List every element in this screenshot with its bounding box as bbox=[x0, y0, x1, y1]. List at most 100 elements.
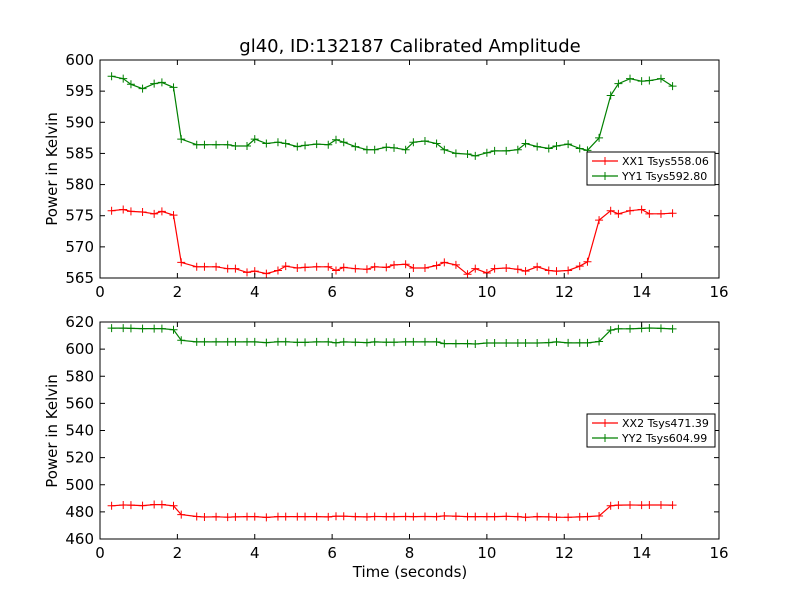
bottom-legend-marker-1 bbox=[601, 419, 609, 427]
bottom-series-2-point bbox=[502, 339, 511, 348]
top-series-2-point bbox=[668, 82, 677, 91]
bottom-series-1-point bbox=[177, 510, 186, 519]
top-series-2-point bbox=[243, 141, 252, 150]
top-series-2-point bbox=[273, 138, 282, 147]
top-series-2-point bbox=[212, 140, 221, 149]
top-series-1-point bbox=[301, 263, 310, 272]
top-series-2-point bbox=[637, 77, 646, 86]
bottom-series-1-point bbox=[440, 511, 449, 520]
bottom-series-2-point bbox=[451, 339, 460, 348]
top-xtick-label: 14 bbox=[632, 283, 651, 301]
top-series-2-point bbox=[362, 145, 371, 154]
top-ytick-label: 565 bbox=[65, 269, 94, 287]
top-xtick-label: 8 bbox=[405, 283, 415, 301]
top-series-2-point bbox=[432, 139, 441, 148]
bottom-series-1-point bbox=[502, 512, 511, 521]
top-series-1-point bbox=[575, 262, 584, 271]
bottom-series-2-point bbox=[513, 339, 522, 348]
bottom-ytick-label: 500 bbox=[65, 476, 94, 494]
top-series-1-point bbox=[177, 258, 186, 267]
bottom-series-2-point bbox=[362, 338, 371, 347]
bottom-series-1-point bbox=[119, 500, 128, 509]
top-xtick-label: 10 bbox=[477, 283, 496, 301]
top-series-1-point bbox=[150, 209, 159, 218]
top-xtick-label: 4 bbox=[250, 283, 260, 301]
top-series-2-point bbox=[119, 74, 128, 83]
bottom-series-2-point bbox=[463, 339, 472, 348]
top-legend: XX1 Tsys558.06 YY1 Tsys592.80 bbox=[586, 151, 716, 186]
top-series-2-point bbox=[157, 78, 166, 87]
bottom-series-2-point bbox=[382, 338, 391, 347]
bottom-series-1-point bbox=[637, 501, 646, 510]
bottom-series-1-point bbox=[169, 501, 178, 510]
top-series-1-point bbox=[107, 206, 116, 215]
top-series-1-point bbox=[614, 209, 623, 218]
bottom-series-2-point bbox=[312, 337, 321, 346]
top-series-1-point bbox=[390, 260, 399, 269]
top-series-2-point bbox=[533, 142, 542, 151]
bottom-series-2-point bbox=[471, 339, 480, 348]
bottom-series-2-point bbox=[281, 337, 290, 346]
bottom-series-2-point bbox=[614, 324, 623, 333]
top-series-1-point bbox=[544, 266, 553, 275]
top-series-1-point bbox=[169, 211, 178, 220]
bottom-series-1-point bbox=[250, 512, 259, 521]
bottom-legend-box bbox=[586, 413, 716, 448]
top-series-1-point bbox=[521, 267, 530, 276]
top-series-2-point bbox=[656, 74, 665, 83]
bottom-series-1-point bbox=[200, 513, 209, 522]
bottom-xlabel: Time (seconds) bbox=[352, 563, 468, 581]
top-series-1-point bbox=[668, 209, 677, 218]
top-series-2-point bbox=[552, 141, 561, 150]
bottom-series-1-point bbox=[243, 512, 252, 521]
top-xtick-label: 6 bbox=[327, 283, 337, 301]
bottom-series-2-point bbox=[490, 339, 499, 348]
bottom-plot-panel: 0 2 4 6 8 10 12 14 16 460 480 500 520 540 560 580 600 620… bbox=[65, 313, 728, 562]
top-series-1-point bbox=[656, 209, 665, 218]
top-series-2-point bbox=[544, 144, 553, 153]
top-series-1-point bbox=[463, 270, 472, 279]
top-series-2-point bbox=[409, 138, 418, 147]
bottom-series-2-point bbox=[107, 324, 116, 333]
top-series-2-point bbox=[177, 135, 186, 144]
top-series-1-point bbox=[401, 260, 410, 269]
bottom-series-1-point bbox=[301, 512, 310, 521]
bottom-series-1-point bbox=[157, 500, 166, 509]
top-series-2-point bbox=[451, 149, 460, 158]
bottom-series-1-point bbox=[575, 512, 584, 521]
top-series-2-point bbox=[420, 136, 429, 145]
bottom-series-1-point bbox=[312, 512, 321, 521]
top-ytick-label: 585 bbox=[65, 144, 94, 162]
bottom-series-2-point bbox=[150, 324, 159, 333]
top-series-1-point bbox=[626, 206, 635, 215]
top-xtick-label: 16 bbox=[709, 283, 728, 301]
top-series-1-point bbox=[192, 262, 201, 271]
top-series-1-point bbox=[533, 262, 542, 271]
bottom-xtick-label: 14 bbox=[632, 544, 651, 562]
bottom-series-1-point bbox=[212, 512, 221, 521]
top-series-2-point bbox=[107, 72, 116, 81]
top-series-2-point bbox=[200, 140, 209, 149]
top-series-1-point bbox=[490, 264, 499, 273]
bottom-series-2-point bbox=[521, 339, 530, 348]
top-legend-label-2: YY1 Tsys592.80 bbox=[621, 170, 707, 183]
bottom-ytick-label: 600 bbox=[65, 340, 94, 358]
bottom-series-1-point bbox=[606, 501, 615, 510]
top-plot-panel: 0 2 4 6 8 10 12 14 16 565 570 575 580 585 590 595 600 XX1… bbox=[65, 51, 728, 301]
top-series-2-point bbox=[626, 74, 635, 83]
top-series-2-point bbox=[293, 142, 302, 151]
bottom-series-2-point bbox=[262, 338, 271, 347]
top-series-1-point bbox=[324, 262, 333, 271]
top-xtick-label: 12 bbox=[555, 283, 574, 301]
top-series-2-point bbox=[339, 138, 348, 147]
bottom-series-1-point bbox=[409, 512, 418, 521]
top-series-1-point bbox=[126, 207, 135, 216]
bottom-xtick-label: 16 bbox=[709, 544, 728, 562]
bottom-ytick-label: 460 bbox=[65, 530, 94, 548]
top-series-1-point bbox=[502, 264, 511, 273]
bottom-series-2-point bbox=[432, 337, 441, 346]
bottom-series-1-point bbox=[262, 513, 271, 522]
top-series-1-point bbox=[212, 262, 221, 271]
top-series-1-point bbox=[440, 258, 449, 267]
